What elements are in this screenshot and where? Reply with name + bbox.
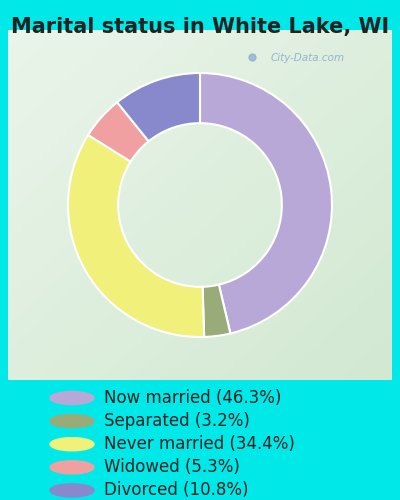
Text: Never married (34.4%): Never married (34.4%) <box>104 435 295 453</box>
Text: Now married (46.3%): Now married (46.3%) <box>104 389 281 407</box>
Text: City-Data.com: City-Data.com <box>270 53 344 63</box>
Wedge shape <box>202 284 230 337</box>
Wedge shape <box>117 73 200 142</box>
Circle shape <box>50 460 94 474</box>
Text: Marital status in White Lake, WI: Marital status in White Lake, WI <box>11 18 389 38</box>
Circle shape <box>50 414 94 428</box>
Wedge shape <box>88 102 149 162</box>
Circle shape <box>50 392 94 404</box>
Text: Divorced (10.8%): Divorced (10.8%) <box>104 482 248 500</box>
Wedge shape <box>200 73 332 334</box>
Text: Separated (3.2%): Separated (3.2%) <box>104 412 250 430</box>
Wedge shape <box>68 135 204 337</box>
Circle shape <box>50 484 94 497</box>
Circle shape <box>50 438 94 451</box>
Text: Widowed (5.3%): Widowed (5.3%) <box>104 458 240 476</box>
